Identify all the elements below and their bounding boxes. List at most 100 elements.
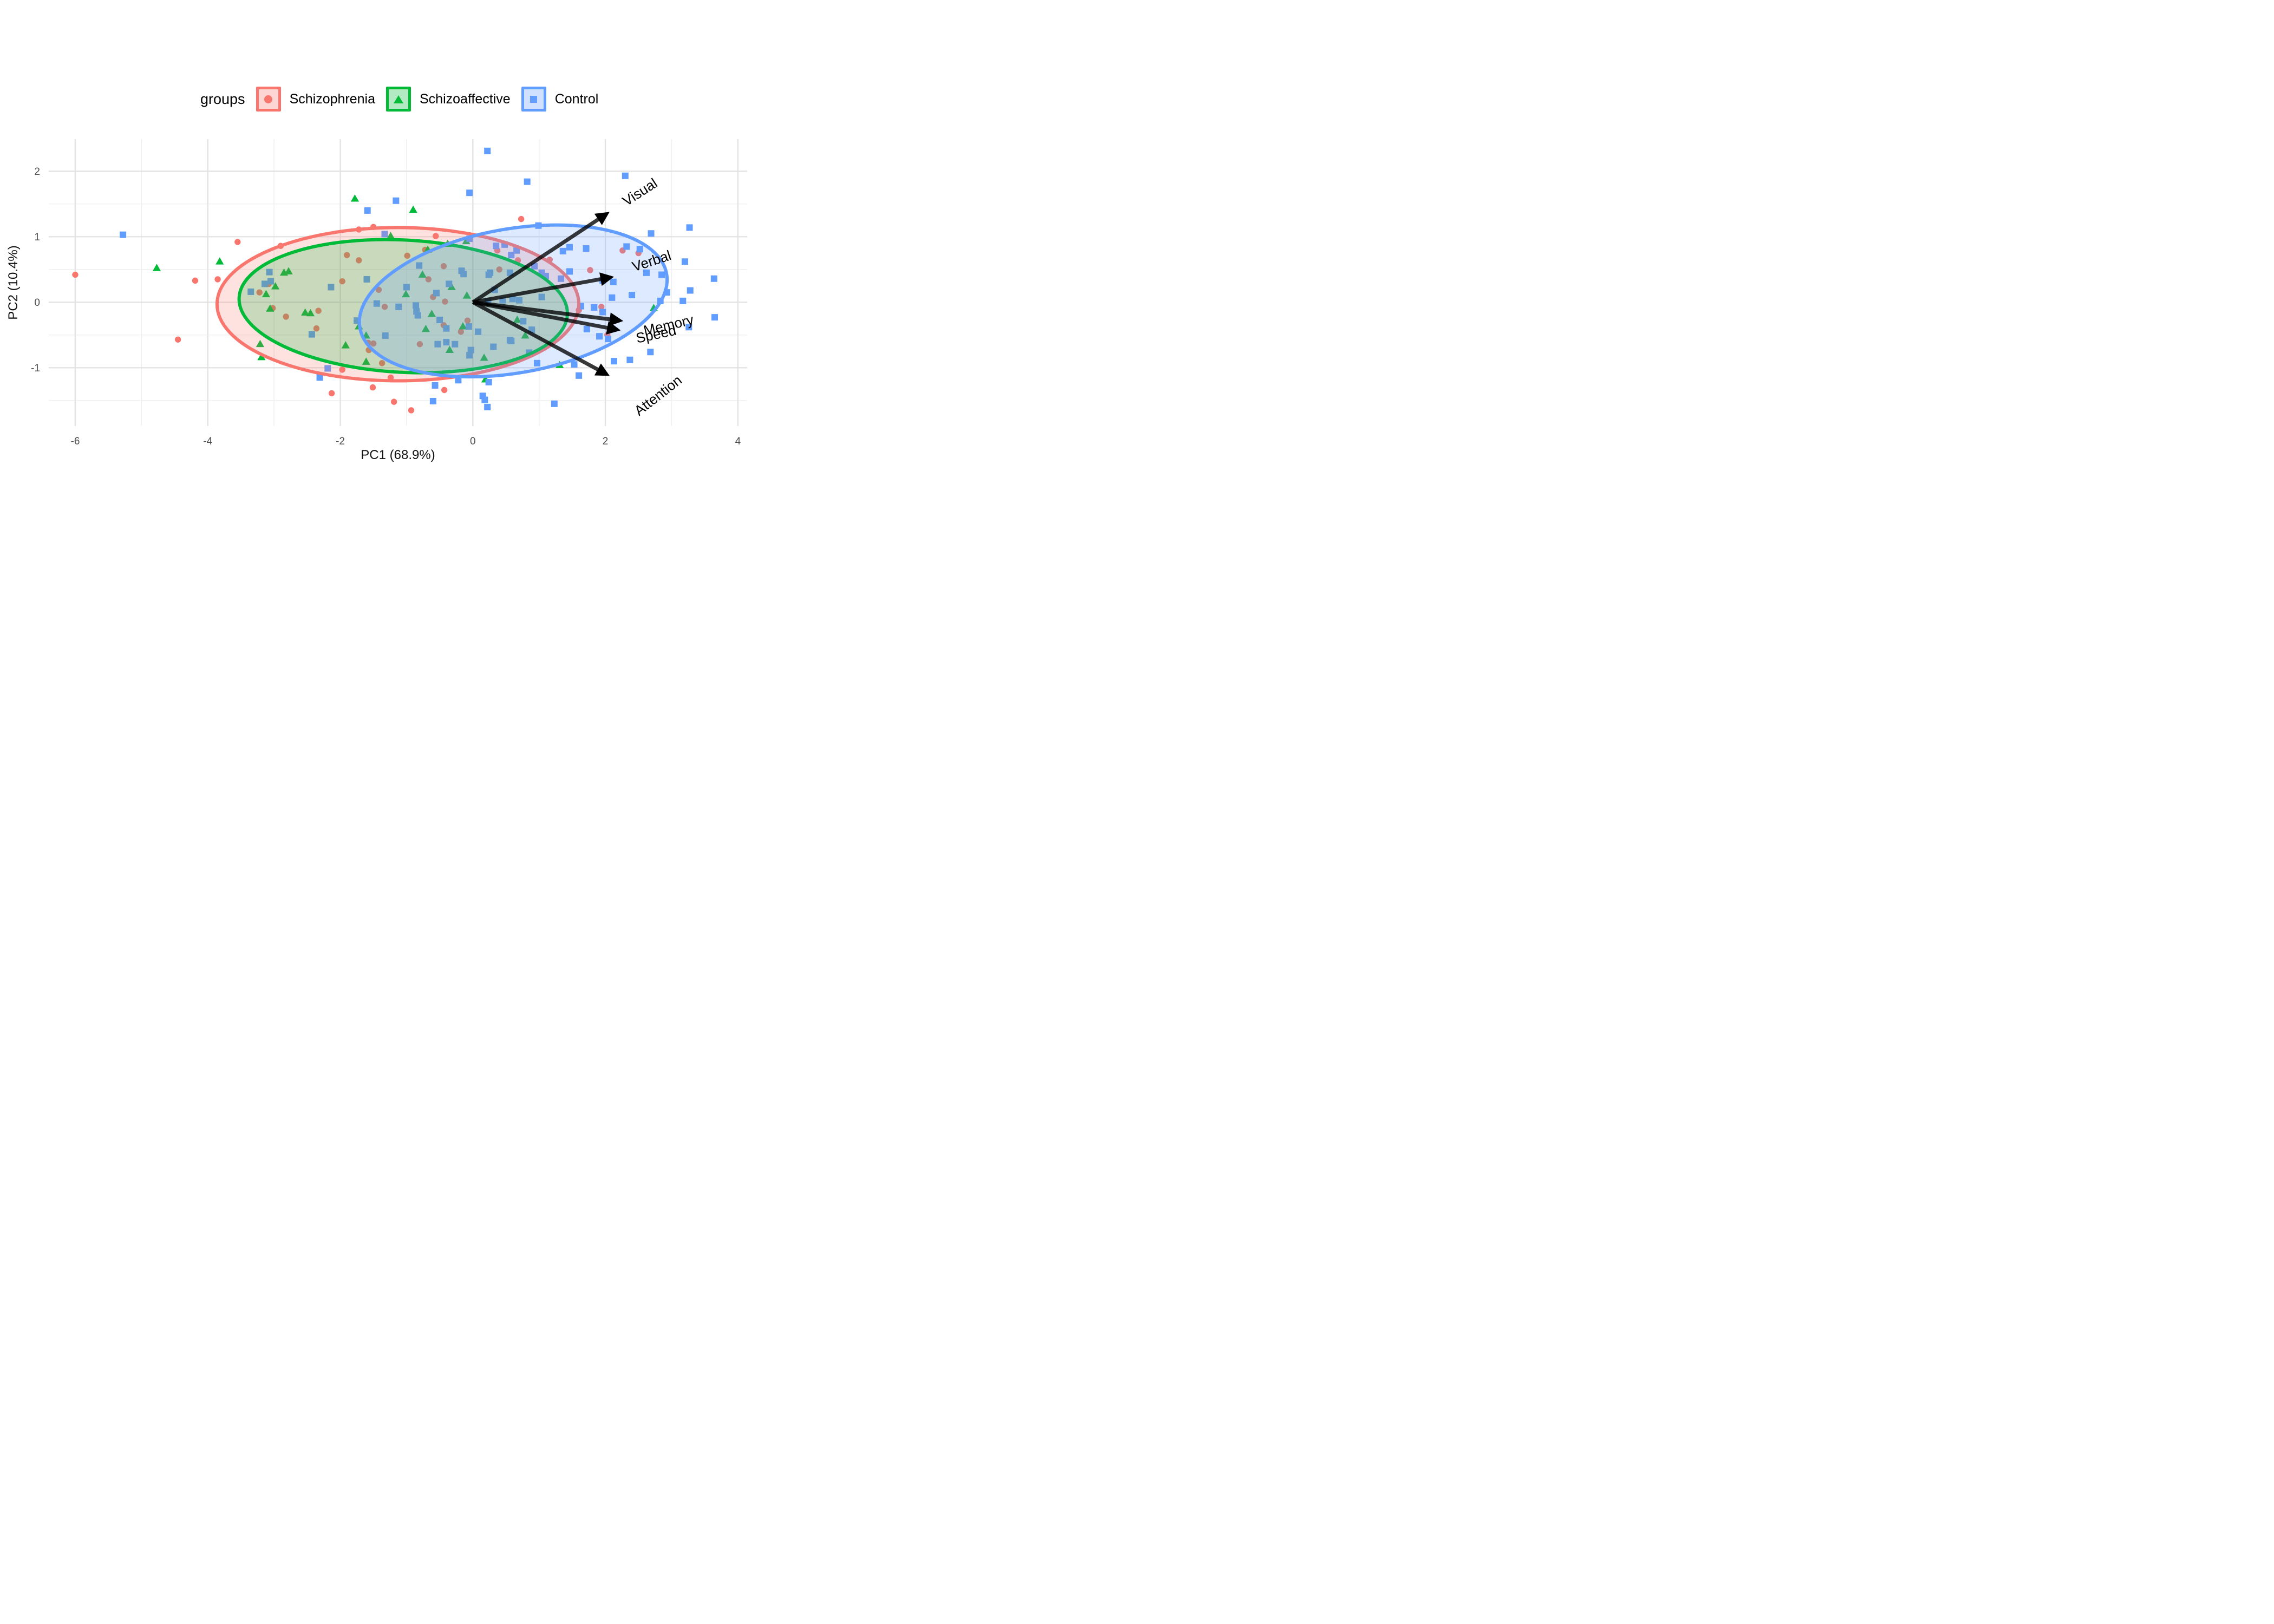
legend-item-schizophrenia: Schizophrenia: [256, 87, 375, 112]
data-point: [370, 340, 377, 347]
data-point: [301, 308, 310, 316]
data-point: [524, 178, 531, 185]
data-point: [520, 318, 527, 325]
data-point: [464, 317, 471, 324]
data-point: [324, 365, 331, 372]
legend-key-control: [521, 87, 546, 112]
data-point: [256, 289, 263, 296]
data-point: [484, 147, 491, 154]
data-point: [395, 303, 402, 310]
data-point: [465, 323, 472, 330]
legend-item-control: Control: [521, 87, 599, 112]
legend-key-schizophrenia: [256, 87, 281, 112]
legend-label-schizoaffective: Schizoaffective: [420, 91, 511, 107]
data-point: [425, 276, 432, 283]
data-point: [583, 325, 590, 332]
data-point: [538, 293, 545, 300]
arrow-speed: [472, 300, 621, 335]
group-ellipses: [215, 223, 669, 383]
data-point: [559, 247, 566, 254]
data-point: [316, 374, 323, 381]
data-point: [566, 244, 573, 251]
data-point: [306, 309, 315, 317]
data-point: [622, 172, 629, 179]
pca-biplot-figure: -6 -4 -2 0 2 4 -1 0 1 2 PC1 (68.9%) PC2 (10.4%) Visu…: [0, 0, 758, 541]
data-point: [442, 298, 448, 305]
data-point: [414, 312, 421, 319]
data-point: [432, 382, 439, 389]
data-point: [234, 239, 241, 245]
data-point: [534, 359, 541, 366]
ellipse-control: [357, 223, 669, 379]
square-point-icon: [530, 95, 538, 103]
arrow-label-attention: Attention: [631, 372, 685, 419]
data-point: [513, 315, 521, 323]
legend-title: groups: [200, 90, 245, 107]
data-point: [402, 290, 410, 298]
data-point: [378, 360, 385, 366]
data-point: [686, 224, 693, 231]
data-point: [313, 325, 320, 332]
data-point: [308, 331, 315, 338]
data-point: [341, 341, 350, 349]
data-point: [571, 361, 578, 368]
data-point: [513, 247, 520, 254]
data-point: [344, 252, 350, 258]
data-point: [445, 345, 454, 353]
x-tick-label: -4: [203, 436, 212, 447]
data-point: [152, 264, 161, 271]
data-point: [404, 252, 410, 259]
data-point: [418, 270, 427, 278]
data-point: [315, 307, 322, 314]
data-point: [192, 277, 199, 284]
data-point: [587, 267, 593, 273]
data-point: [328, 284, 335, 291]
data-point: [434, 340, 441, 348]
data-point: [480, 353, 488, 361]
data-point: [416, 341, 423, 348]
data-point: [481, 396, 488, 403]
data-point: [446, 280, 453, 287]
data-point: [436, 316, 443, 323]
data-point: [433, 233, 439, 239]
data-point: [576, 372, 583, 379]
data-point: [262, 290, 271, 298]
arrow-attention: [472, 300, 610, 376]
data-point: [283, 313, 289, 320]
data-point: [711, 314, 718, 321]
arrow-visual: [472, 212, 610, 304]
data-point: [647, 349, 654, 356]
data-point: [427, 310, 436, 317]
triangle-point-icon: [394, 95, 403, 103]
data-point: [440, 263, 447, 270]
data-point: [508, 337, 515, 344]
data-point: [496, 266, 502, 273]
data-point: [466, 352, 473, 359]
y-tick-label: -1: [31, 363, 40, 374]
data-point: [409, 205, 417, 213]
data-point: [485, 378, 492, 385]
data-point: [382, 332, 389, 339]
y-tick-label: 0: [34, 297, 40, 309]
legend-label-control: Control: [554, 91, 599, 107]
data-point: [271, 282, 280, 290]
data-point: [393, 197, 400, 204]
data-point: [356, 257, 362, 264]
data-point: [350, 194, 360, 202]
data-point: [339, 278, 345, 285]
data-point: [429, 398, 436, 405]
data-point: [284, 267, 293, 274]
data-point: [596, 333, 603, 340]
data-point: [72, 271, 79, 278]
data-point: [408, 407, 415, 414]
data-point: [462, 291, 471, 299]
data-point: [257, 352, 266, 361]
circle-point-icon: [264, 95, 273, 103]
data-point: [443, 325, 450, 332]
data-point: [679, 297, 687, 304]
data-point: [458, 329, 464, 335]
data-point: [687, 287, 694, 294]
data-point: [390, 398, 397, 405]
data-point: [462, 237, 471, 245]
